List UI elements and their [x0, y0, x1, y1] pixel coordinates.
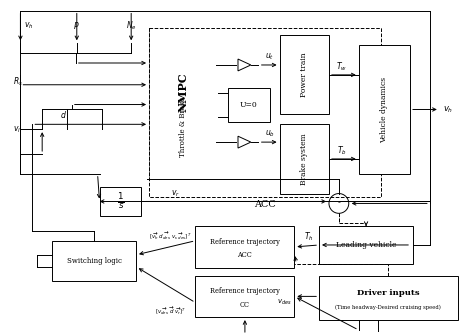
Text: Driver inputs: Driver inputs [357, 288, 419, 296]
Text: Power train: Power train [300, 53, 308, 97]
Text: Reference trajectory: Reference trajectory [210, 238, 280, 246]
Bar [319, 226, 413, 264]
Text: $R_s$: $R_s$ [12, 75, 22, 88]
Bar [319, 276, 457, 320]
Bar [149, 30, 216, 179]
Bar [359, 45, 410, 174]
Bar [280, 124, 329, 194]
Bar [280, 35, 329, 115]
Text: $d$: $d$ [61, 109, 67, 120]
Text: $N_e$: $N_e$ [126, 19, 137, 32]
Text: ACC: ACC [255, 200, 276, 209]
Bar [195, 276, 294, 317]
Text: Leading vehicle: Leading vehicle [336, 241, 396, 249]
Text: Brake system: Brake system [300, 133, 308, 185]
Text: U=0: U=0 [240, 101, 258, 109]
Text: $[\overrightarrow{v_h}\ \overrightarrow{d_{des}}\ \overrightarrow{v_{r,des}}]^T$: $[\overrightarrow{v_h}\ \overrightarrow{… [149, 229, 192, 241]
Text: $u_b$: $u_b$ [264, 129, 274, 139]
Text: Vehicle dynamics: Vehicle dynamics [380, 76, 388, 142]
Text: CC: CC [240, 301, 250, 309]
Bar [100, 187, 141, 216]
Text: -: - [337, 199, 340, 207]
Bar [228, 88, 270, 122]
Bar [195, 226, 294, 268]
Text: $v_{des}$: $v_{des}$ [277, 298, 292, 308]
Text: Reference trajectory: Reference trajectory [210, 287, 280, 295]
Text: $v_r$: $v_r$ [171, 188, 180, 199]
Text: NMPC: NMPC [177, 73, 188, 113]
Text: $[\overrightarrow{v_{des}}\ \overrightarrow{d}\ \overrightarrow{v_r}]^T$: $[\overrightarrow{v_{des}}\ \overrightar… [155, 305, 186, 317]
Text: $P$: $P$ [73, 20, 80, 31]
Text: $v_h$: $v_h$ [443, 104, 453, 115]
Text: $\frac{1}{s}$: $\frac{1}{s}$ [117, 191, 124, 212]
Text: $T_b$: $T_b$ [337, 145, 347, 157]
Bar [52, 241, 136, 281]
Text: Switching logic: Switching logic [66, 257, 122, 265]
Text: (Time headway-Desired cruising speed): (Time headway-Desired cruising speed) [336, 305, 441, 310]
Text: $v_h$: $v_h$ [24, 20, 34, 31]
Bar [149, 28, 382, 197]
Text: $v_l$: $v_l$ [12, 124, 20, 135]
Text: $u_t$: $u_t$ [265, 52, 274, 62]
Text: $T_w$: $T_w$ [336, 61, 347, 73]
Text: ACC: ACC [237, 251, 252, 259]
Text: Throttle & Brake: Throttle & Brake [179, 97, 187, 157]
Text: $T_h$: $T_h$ [304, 231, 314, 243]
